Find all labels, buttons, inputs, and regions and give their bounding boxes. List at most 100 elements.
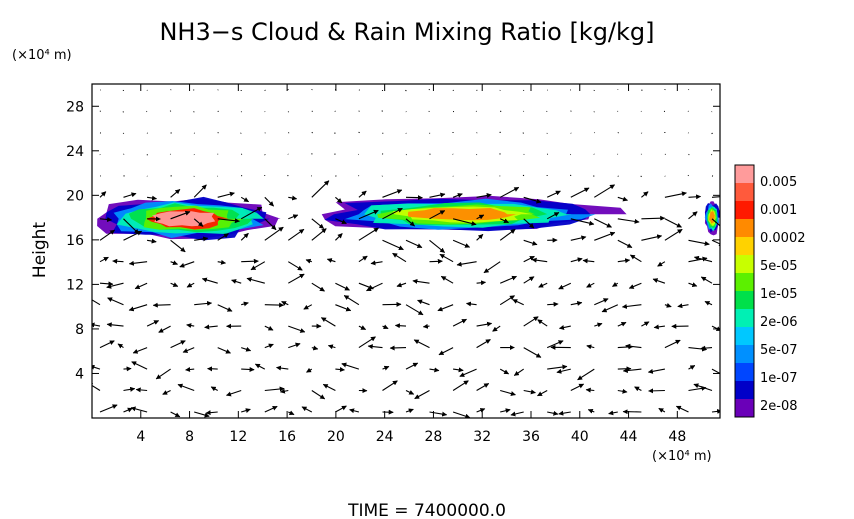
wind-vector xyxy=(280,388,289,394)
colorbar-label: 2e-08 xyxy=(760,399,798,414)
wind-vector xyxy=(349,408,360,414)
wind-vector xyxy=(241,346,252,352)
colorbar-swatch xyxy=(735,381,754,400)
wind-vector xyxy=(366,282,383,292)
wind-vector xyxy=(492,325,501,332)
wind-vector xyxy=(429,210,446,220)
wind-vector xyxy=(246,277,265,284)
wind-vector xyxy=(704,300,713,306)
wind-vector xyxy=(288,195,298,201)
wind-vector xyxy=(523,196,542,204)
wind-vector xyxy=(327,344,336,350)
wind-vector xyxy=(452,318,467,327)
wind-vector xyxy=(341,362,360,370)
wind-vector xyxy=(276,365,289,371)
wind-vector xyxy=(130,406,148,413)
wind-vector xyxy=(440,275,454,284)
wind-vector xyxy=(128,260,148,266)
wind-vector xyxy=(476,280,486,286)
wind-vector xyxy=(531,257,548,263)
wind-vector xyxy=(207,366,218,372)
wind-vector xyxy=(538,282,548,288)
wind-vector xyxy=(601,304,619,313)
wind-vector xyxy=(146,132,148,134)
wind-vector xyxy=(335,196,343,204)
wind-vector xyxy=(241,258,259,264)
colorbar-label: 5e-05 xyxy=(760,259,798,274)
wind-vector xyxy=(587,408,595,414)
time-footer: TIME = 7400000.0 xyxy=(347,501,506,519)
wind-vector xyxy=(664,302,672,308)
wind-vector xyxy=(417,299,430,306)
colorbar-legend: 0.005 0.001 0.0002 5e-05 1e-05 2e-06 5e-07 1e-0… xyxy=(734,164,806,418)
wind-vector xyxy=(523,239,538,246)
wind-vector xyxy=(396,282,407,288)
wind-vector xyxy=(617,239,633,248)
wind-vector xyxy=(170,340,186,349)
wind-vector xyxy=(288,261,303,271)
x-tick-label: 20 xyxy=(327,429,345,445)
wind-vector xyxy=(358,227,379,241)
wind-vector xyxy=(288,273,305,284)
wind-vector xyxy=(652,278,666,284)
wind-vector xyxy=(254,363,266,370)
wind-vector xyxy=(622,368,642,374)
wind-vector xyxy=(264,226,284,241)
wind-vector xyxy=(99,217,113,223)
wind-vector xyxy=(205,410,218,416)
wind-vector xyxy=(499,186,520,198)
wind-vector xyxy=(381,110,383,112)
wind-vector xyxy=(194,411,210,418)
wind-vector xyxy=(382,239,404,251)
wind-vector xyxy=(438,347,454,356)
wind-vector xyxy=(382,324,389,330)
wind-vector xyxy=(193,111,195,113)
wind-vector xyxy=(688,365,696,370)
y-tick-label: 16 xyxy=(66,233,84,249)
colorbar-label: 0.005 xyxy=(760,175,797,190)
wind-vector xyxy=(570,218,595,226)
colorbar-swatch xyxy=(735,165,754,184)
wind-vector xyxy=(617,388,628,394)
wind-vector xyxy=(711,218,720,227)
wind-vector xyxy=(648,388,665,394)
wind-vector xyxy=(288,342,301,349)
wind-vector xyxy=(456,261,477,267)
wind-vector xyxy=(523,347,542,358)
wind-vector xyxy=(186,323,195,329)
wind-vector xyxy=(147,195,157,201)
colorbar-swatch xyxy=(735,309,754,328)
y-axis-ticks: 4 8 12 16 20 24 28 xyxy=(66,99,720,382)
wind-vector xyxy=(664,339,681,349)
wind-vector xyxy=(322,383,336,391)
wind-vector xyxy=(664,191,687,198)
wind-vector xyxy=(311,345,319,351)
x-tick-label: 24 xyxy=(376,429,394,445)
wind-vector xyxy=(556,368,571,374)
wind-vector xyxy=(240,232,249,241)
wind-vector xyxy=(476,193,492,198)
wind-vector xyxy=(512,299,524,306)
wind-vector xyxy=(429,258,443,264)
wind-vector xyxy=(99,229,116,241)
wind-vector xyxy=(123,218,140,235)
wind-vector xyxy=(210,386,218,392)
wind-vector xyxy=(499,228,516,241)
wind-vector xyxy=(547,410,559,416)
wind-vector xyxy=(688,282,698,287)
wind-vector xyxy=(476,89,478,91)
colorbar-frame xyxy=(734,164,755,418)
wind-vector xyxy=(476,383,490,391)
wind-vector xyxy=(570,235,587,241)
wind-vector xyxy=(106,282,124,289)
colorbar-swatch xyxy=(735,273,754,292)
wind-vector xyxy=(664,218,682,228)
y-tick-label: 28 xyxy=(66,99,84,115)
wind-vector xyxy=(358,190,367,198)
wind-vector xyxy=(452,380,469,391)
colorbar-label: 5e-07 xyxy=(760,343,798,358)
wind-vector xyxy=(499,295,515,306)
wind-vector xyxy=(311,282,325,292)
wind-vector xyxy=(586,344,595,350)
wind-vector xyxy=(453,367,464,373)
